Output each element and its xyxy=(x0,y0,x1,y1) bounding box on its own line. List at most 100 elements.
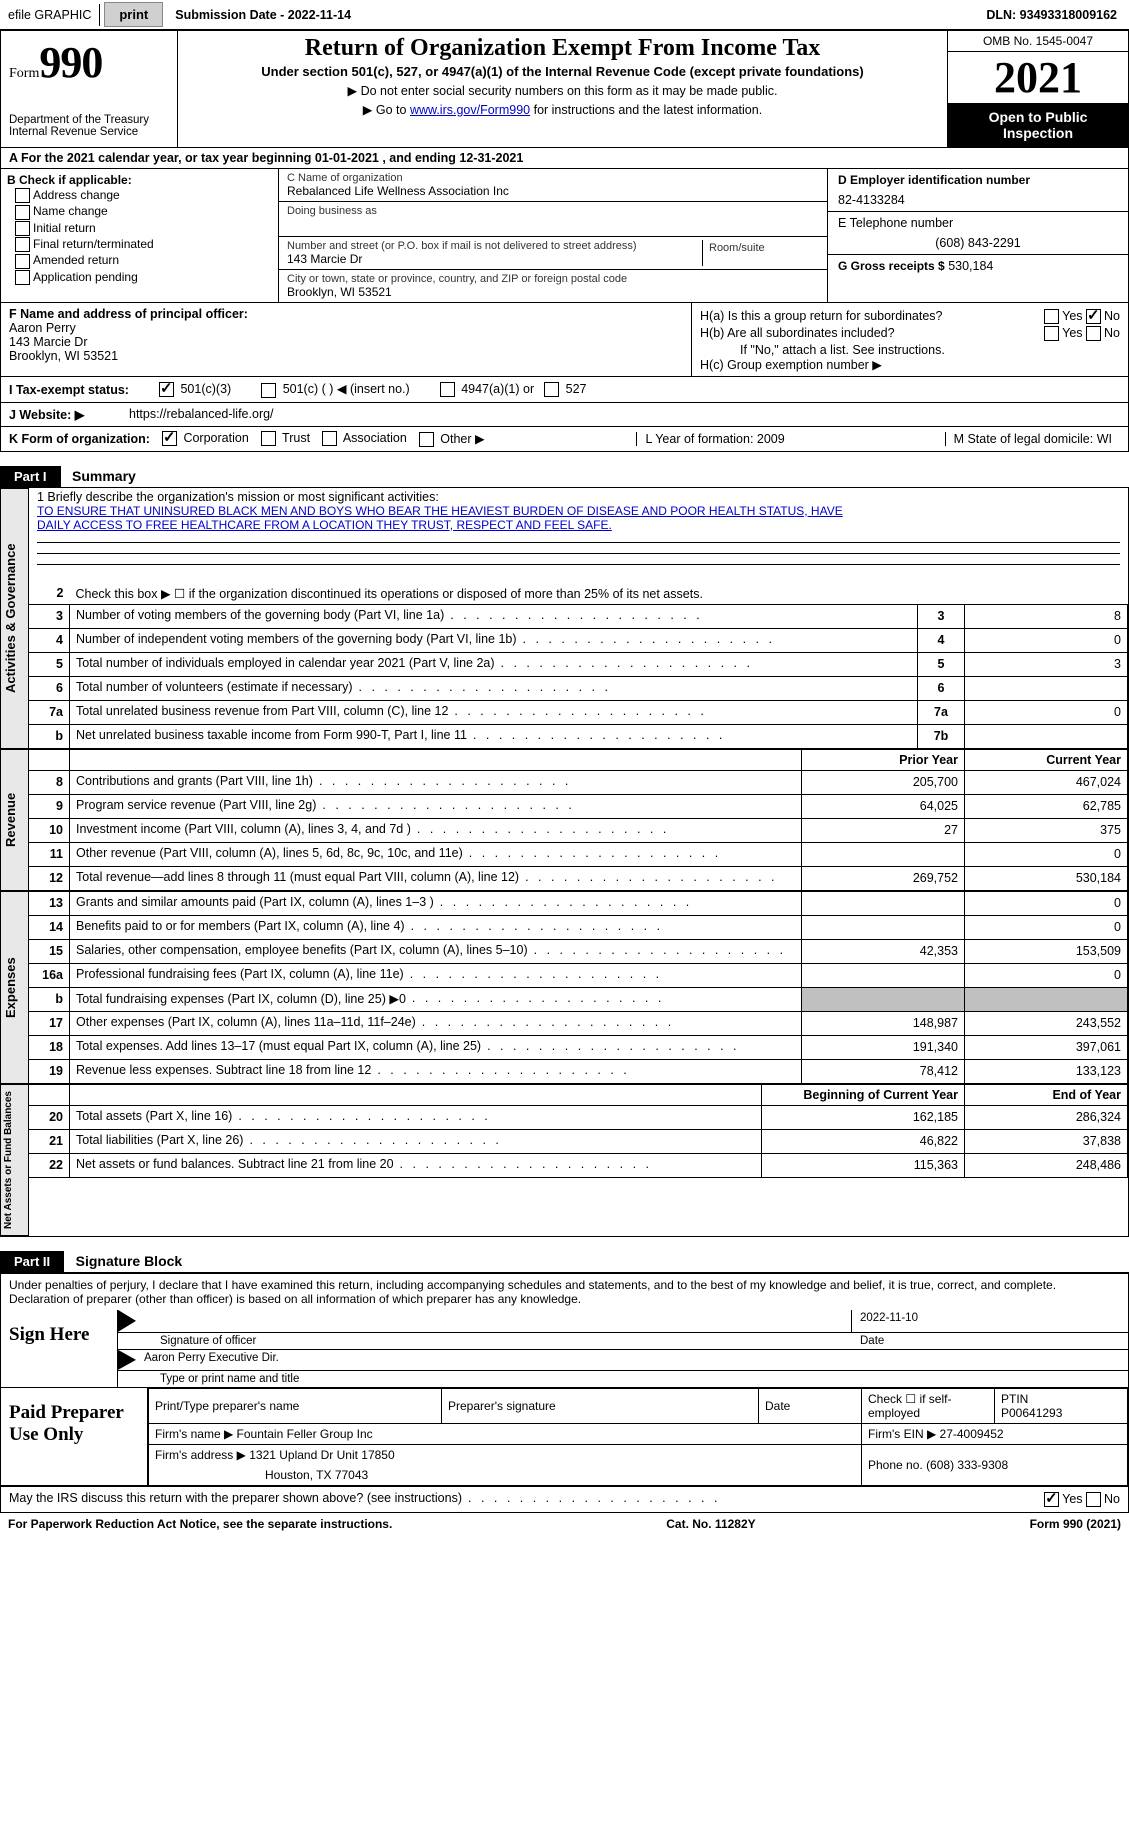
prior-year-hdr: Prior Year xyxy=(802,749,965,770)
chk-other[interactable]: Other ▶ xyxy=(419,431,485,447)
prep-selfemp: Check ☐ if self-employed xyxy=(862,1388,995,1423)
officer-addr2: Brooklyn, WI 53521 xyxy=(9,349,683,363)
chk-501c3[interactable]: 501(c)(3) xyxy=(159,382,231,397)
form-title: Return of Organization Exempt From Incom… xyxy=(184,35,941,62)
tax-year: 2021 xyxy=(948,52,1128,103)
irs-discuss-row: May the IRS discuss this return with the… xyxy=(0,1486,1129,1513)
ptin-label: PTIN xyxy=(1001,1392,1121,1406)
fein-value: 27-4009452 xyxy=(940,1427,1004,1441)
col-b-checkboxes: B Check if applicable: Address change Na… xyxy=(1,169,279,302)
officer-label: F Name and address of principal officer: xyxy=(9,307,683,321)
side-netassets: Net Assets or Fund Balances xyxy=(1,1084,29,1236)
col-b-header: B Check if applicable: xyxy=(7,173,272,187)
tel-value: (608) 843-2291 xyxy=(838,236,1118,250)
chk-final-return[interactable]: Final return/terminated xyxy=(15,237,272,252)
print-button[interactable]: print xyxy=(104,2,163,27)
section-governance: Activities & Governance 1 Briefly descri… xyxy=(1,488,1128,749)
mission-label: 1 Briefly describe the organization's mi… xyxy=(37,490,1120,504)
city-value: Brooklyn, WI 53521 xyxy=(287,285,819,299)
omb-number: OMB No. 1545-0047 xyxy=(948,31,1128,52)
side-governance: Activities & Governance xyxy=(1,488,29,749)
irs-discuss-label: May the IRS discuss this return with the… xyxy=(9,1491,468,1508)
public-inspection: Open to Public Inspection xyxy=(948,103,1128,147)
chk-assoc[interactable]: Association xyxy=(322,431,407,446)
beg-year-hdr: Beginning of Current Year xyxy=(762,1084,965,1105)
faddr-label: Firm's address ▶ xyxy=(155,1448,246,1462)
arrow-icon xyxy=(118,1350,136,1370)
ha-label: H(a) Is this a group return for subordin… xyxy=(700,309,942,324)
chk-4947[interactable]: 4947(a)(1) or xyxy=(440,382,534,397)
sig-name-label: Type or print name and title xyxy=(152,1371,1128,1387)
ein-value: 82-4133284 xyxy=(838,193,1118,207)
state-domicile: M State of legal domicile: WI xyxy=(945,432,1120,446)
top-bar: efile GRAPHIC print Submission Date - 20… xyxy=(0,0,1129,30)
col-f-officer: F Name and address of principal officer:… xyxy=(1,303,692,376)
row-k-formorg: K Form of organization: Corporation Trus… xyxy=(0,427,1129,452)
sign-here-label: Sign Here xyxy=(1,1310,117,1387)
section-expenses: Expenses 13Grants and similar amounts pa… xyxy=(1,891,1128,1084)
block-fh: F Name and address of principal officer:… xyxy=(0,303,1129,377)
arrow-icon xyxy=(118,1310,136,1332)
chk-amended-return[interactable]: Amended return xyxy=(15,253,272,268)
room-label: Room/suite xyxy=(709,242,765,254)
current-year-hdr: Current Year xyxy=(965,749,1128,770)
ein-label: D Employer identification number xyxy=(838,173,1118,187)
tel-label: E Telephone number xyxy=(838,216,1118,230)
chk-corp[interactable]: Corporation xyxy=(162,431,249,446)
section-netassets: Net Assets or Fund Balances Beginning of… xyxy=(1,1084,1128,1236)
dba-label: Doing business as xyxy=(287,205,819,217)
website-label: J Website: ▶ xyxy=(9,407,129,422)
row-j-website: J Website: ▶ https://rebalanced-life.org… xyxy=(0,403,1129,427)
part2-title: Signature Block xyxy=(68,1250,191,1272)
side-revenue: Revenue xyxy=(1,749,29,891)
note-ssn: ▶ Do not enter social security numbers o… xyxy=(184,83,941,98)
status-label: I Tax-exempt status: xyxy=(9,383,159,397)
chk-527[interactable]: 527 xyxy=(544,382,586,397)
mission-line1: TO ENSURE THAT UNINSURED BLACK MEN AND B… xyxy=(37,504,1120,518)
col-d: D Employer identification number 82-4133… xyxy=(827,169,1128,302)
page-footer: For Paperwork Reduction Act Notice, see … xyxy=(0,1513,1129,1535)
irs-discuss-answer: Yes No xyxy=(1032,1492,1120,1507)
org-name-label: C Name of organization xyxy=(287,172,819,184)
website-value: https://rebalanced-life.org/ xyxy=(129,407,274,421)
na-table: Beginning of Current Year End of Year 20… xyxy=(29,1084,1128,1178)
dept-label: Department of the Treasury Internal Reve… xyxy=(9,114,169,138)
addr-label: Number and street (or P.O. box if mail i… xyxy=(287,240,702,252)
faddr2: Houston, TX 77043 xyxy=(155,1462,855,1482)
efile-label: efile GRAPHIC xyxy=(0,4,100,26)
faddr1: 1321 Upland Dr Unit 17850 xyxy=(249,1448,394,1462)
block-bcd: B Check if applicable: Address change Na… xyxy=(0,169,1129,303)
phone-label: Phone no. xyxy=(868,1458,923,1472)
org-name: Rebalanced Life Wellness Association Inc xyxy=(287,184,819,198)
city-label: City or town, state or province, country… xyxy=(287,273,819,285)
part2-badge: Part II xyxy=(0,1251,64,1272)
chk-name-change[interactable]: Name change xyxy=(15,204,272,219)
submission-date: Submission Date - 2022-11-14 xyxy=(167,4,974,26)
part1-title: Summary xyxy=(64,465,144,487)
hb-label: H(b) Are all subordinates included? xyxy=(700,326,895,341)
prep-sig-label: Preparer's signature xyxy=(442,1388,759,1423)
chk-trust[interactable]: Trust xyxy=(261,431,310,446)
footer-mid: Cat. No. 11282Y xyxy=(666,1517,755,1531)
footer-right: Form 990 (2021) xyxy=(1030,1517,1121,1531)
form-number: Form990 xyxy=(9,37,169,88)
gov-table: 2Check this box ▶ ☐ if the organization … xyxy=(29,583,1128,749)
section-revenue: Revenue Prior Year Current Year 8Contrib… xyxy=(1,749,1128,891)
end-year-hdr: End of Year xyxy=(965,1084,1128,1105)
form-header: Form990 Department of the Treasury Inter… xyxy=(0,30,1129,148)
chk-application-pending[interactable]: Application pending xyxy=(15,270,272,285)
dln: DLN: 93493318009162 xyxy=(974,4,1129,26)
row-i-status: I Tax-exempt status: 501(c)(3) 501(c) ( … xyxy=(0,377,1129,402)
chk-initial-return[interactable]: Initial return xyxy=(15,221,272,236)
footer-left: For Paperwork Reduction Act Notice, see … xyxy=(8,1517,392,1531)
chk-address-change[interactable]: Address change xyxy=(15,188,272,203)
fein-label: Firm's EIN ▶ xyxy=(868,1427,936,1441)
col-h: H(a) Is this a group return for subordin… xyxy=(692,303,1128,376)
form-subtitle: Under section 501(c), 527, or 4947(a)(1)… xyxy=(184,64,941,79)
part1-badge: Part I xyxy=(0,466,61,487)
col-c-org: C Name of organization Rebalanced Life W… xyxy=(279,169,827,302)
year-formation: L Year of formation: 2009 xyxy=(636,432,792,446)
chk-501c[interactable]: 501(c) ( ) ◀ (insert no.) xyxy=(261,381,410,397)
irs-link[interactable]: www.irs.gov/Form990 xyxy=(410,103,530,117)
officer-addr1: 143 Marcie Dr xyxy=(9,335,683,349)
